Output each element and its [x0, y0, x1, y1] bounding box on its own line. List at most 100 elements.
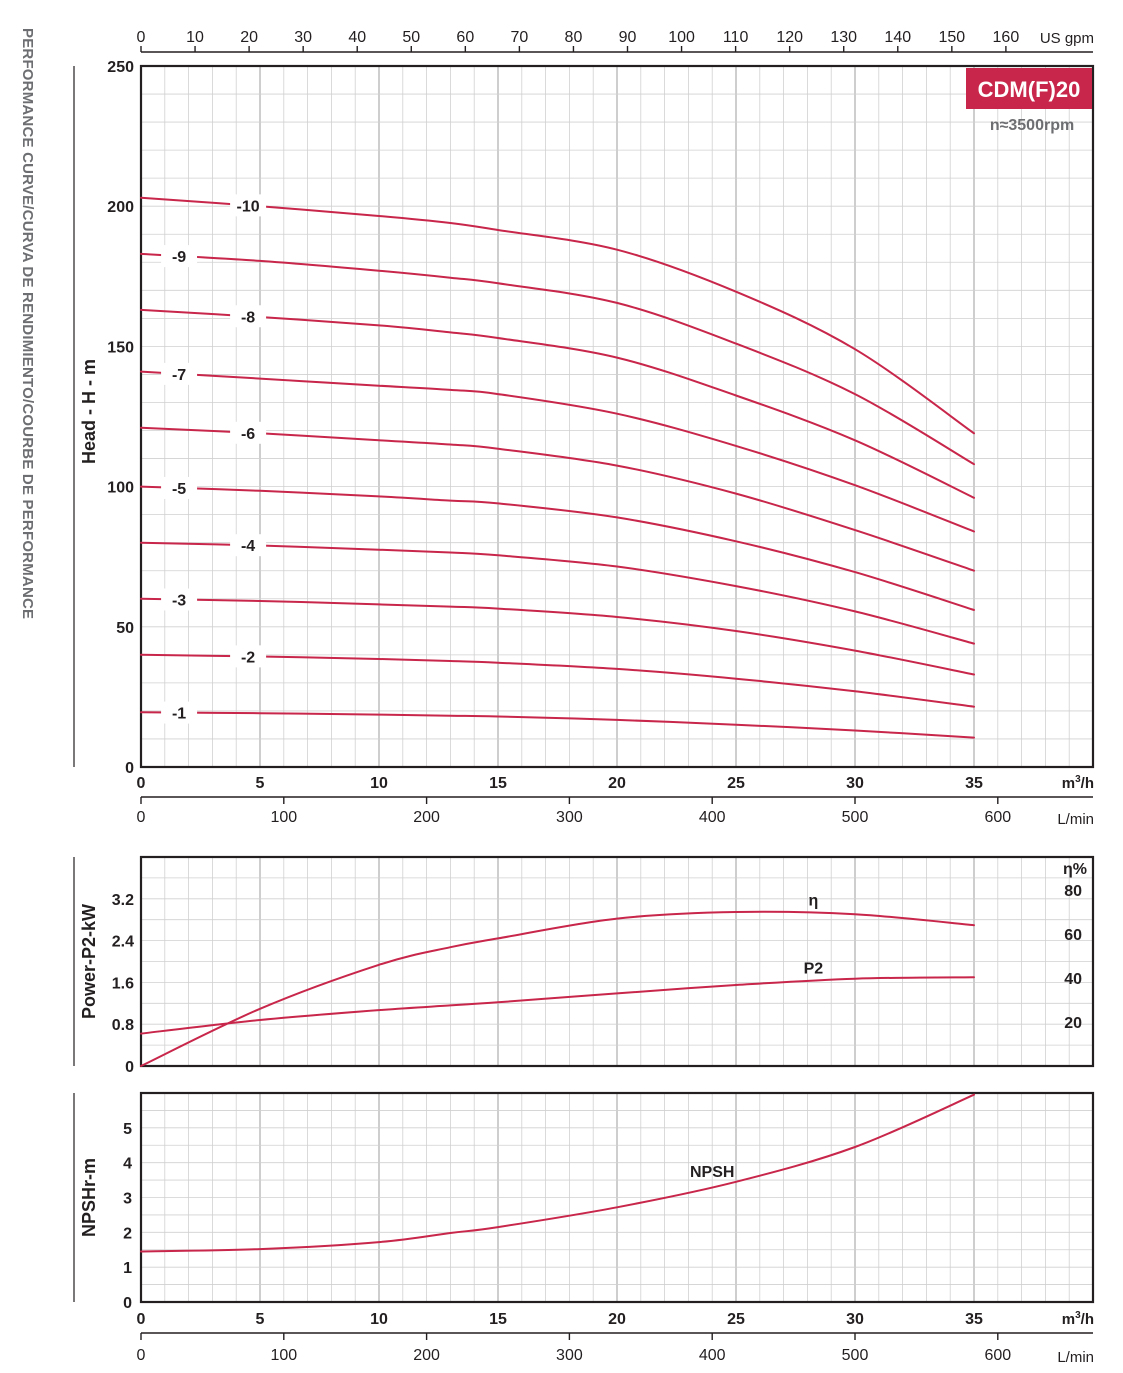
- m3h-tick-label: 35: [965, 1311, 983, 1328]
- usgpm-tick-label: 100: [668, 29, 695, 46]
- usgpm-tick-label: 120: [776, 29, 803, 46]
- usgpm-tick-label: 160: [993, 29, 1020, 46]
- usgpm-tick-label: 90: [619, 29, 637, 46]
- lmin-tick-label: 300: [556, 1347, 583, 1364]
- head-curve-label: -7: [172, 367, 186, 384]
- power-y-tick-label: 0: [125, 1059, 134, 1076]
- lmin-unit-label: L/min: [1057, 1349, 1094, 1366]
- m3h-tick-label: 35: [965, 775, 983, 792]
- model-badge: CDM(F)20: [966, 68, 1092, 109]
- speed-label: n≈3500rpm: [990, 117, 1074, 134]
- m3h-tick-label: 25: [727, 775, 745, 792]
- head-y-tick-label: 100: [107, 480, 134, 497]
- head-curve-stage-2: [140, 653, 975, 708]
- npsh-plot-frame: [139, 1091, 1095, 1304]
- lmin-tick-label: 400: [699, 1347, 726, 1364]
- efficiency-y-tick-label: 20: [1064, 1015, 1082, 1032]
- usgpm-tick-label: 140: [884, 29, 911, 46]
- usgpm-tick-label: 0: [137, 29, 146, 46]
- m3h-tick-label: 10: [370, 1311, 388, 1328]
- npsh-y-tick-label: 2: [123, 1225, 132, 1242]
- m3h-unit-label: m3/h: [1062, 774, 1094, 792]
- power-y-axis-title: Power-P2-kW: [79, 904, 99, 1019]
- side-title: PERFORMANCE CURVE/CURVA DE RENDIMIENTO/C…: [19, 28, 36, 619]
- npsh-y-tick-label: 4: [123, 1156, 132, 1173]
- usgpm-tick-label: 10: [186, 29, 204, 46]
- efficiency-curve: [140, 910, 975, 1067]
- head-curve-label: -2: [241, 649, 255, 666]
- npsh-curve: [140, 1093, 975, 1253]
- power-y-tick-label: 0.8: [112, 1017, 134, 1034]
- lmin-tick-label: 0: [137, 809, 146, 826]
- lmin-tick-label: 200: [413, 809, 440, 826]
- lmin-tick-label: 600: [984, 809, 1011, 826]
- usgpm-axis: 0 10 20 30 40 50 60 70 80 90 100 110 120 130 140 150 160…: [137, 29, 1094, 53]
- usgpm-tick-label: 80: [565, 29, 583, 46]
- head-curve-stage-7: [140, 370, 975, 533]
- lmin-tick-label: 0: [137, 1347, 146, 1364]
- lmin-tick-label: 500: [842, 809, 869, 826]
- head-curve-label-bg: [230, 421, 267, 444]
- npsh-panel: 0 1 2 3 4 5 NPSHr-m NPSH 0 5 10 15 20 25 30 35 m3/h 0 100 2…: [79, 1091, 1095, 1366]
- usgpm-tick-label: 70: [510, 29, 528, 46]
- power-y-tick-label: 1.6: [112, 975, 134, 992]
- head-y-tick-label: 200: [107, 199, 134, 216]
- efficiency-y-tick-label: 60: [1064, 927, 1082, 944]
- npsh-y-tick-label: 1: [123, 1260, 132, 1277]
- npsh-y-axis-title: NPSHr-m: [79, 1158, 99, 1237]
- head-curve-stage-6: [140, 426, 975, 572]
- power-y-tick-label: 2.4: [112, 934, 134, 951]
- npsh-y-tick-label: 5: [123, 1121, 132, 1138]
- lmin-tick-label: 100: [270, 809, 297, 826]
- usgpm-tick-label: 30: [294, 29, 312, 46]
- head-y-tick-label: 250: [107, 59, 134, 76]
- usgpm-tick-label: 130: [830, 29, 857, 46]
- head-curve-label: -5: [172, 481, 186, 498]
- lmin-tick-label: 300: [556, 809, 583, 826]
- efficiency-curve-label: η: [809, 892, 819, 909]
- head-curve-label: -4: [241, 538, 255, 555]
- head-curve-label: -6: [241, 426, 255, 443]
- usgpm-tick-label: 150: [938, 29, 965, 46]
- m3h-tick-label: 25: [727, 1311, 745, 1328]
- efficiency-axis-title: η%: [1063, 861, 1087, 878]
- power-y-tick-label: 3.2: [112, 892, 134, 909]
- head-curve-stage-4: [140, 541, 975, 645]
- power-curve: [140, 976, 975, 1035]
- head-curve-label-bg: [161, 362, 198, 385]
- head-curve-stage-10: [140, 196, 975, 435]
- head-curve-label-bg: [230, 305, 267, 328]
- m3h-tick-label: 15: [489, 1311, 507, 1328]
- head-curve-label-bg: [161, 588, 198, 611]
- npsh-y-tick-label: 0: [123, 1295, 132, 1312]
- m3h-tick-label: 10: [370, 775, 388, 792]
- head-curve-stage-1: [140, 711, 975, 739]
- usgpm-tick-label: 50: [402, 29, 420, 46]
- lmin-tick-label: 600: [984, 1347, 1011, 1364]
- power-panel: 0 0.8 1.6 2.4 3.2 20 40 60 80 η% Power-P2-kW η P2: [79, 855, 1095, 1076]
- head-curve-label-bg: [230, 645, 267, 668]
- head-plot-frame: [139, 64, 1095, 769]
- power-curve-label: P2: [804, 960, 824, 977]
- head-y-tick-label: 0: [125, 760, 134, 777]
- head-curve-stage-3: [140, 597, 975, 676]
- lmin-tick-label: 100: [270, 1347, 297, 1364]
- head-curve-stage-8: [140, 308, 975, 499]
- m3h-tick-label: 30: [846, 775, 864, 792]
- head-curve-label: -3: [172, 592, 186, 609]
- npsh-curve-label: NPSH: [690, 1164, 734, 1181]
- m3h-tick-label: 15: [489, 775, 507, 792]
- m3h-tick-label: 5: [256, 1311, 265, 1328]
- head-curve-stage-5: [140, 485, 975, 611]
- m3h-tick-label: 5: [256, 775, 265, 792]
- head-curve-label-bg: [161, 701, 198, 724]
- head-curve-label-bg: [230, 194, 267, 217]
- efficiency-y-tick-label: 80: [1064, 883, 1082, 900]
- usgpm-tick-label: 110: [723, 29, 749, 46]
- head-curve-label-bg: [230, 534, 267, 557]
- head-y-tick-label: 50: [116, 620, 134, 637]
- m3h-tick-label: 20: [608, 1311, 626, 1328]
- head-curve-label: -1: [172, 706, 186, 723]
- m3h-tick-label: 0: [137, 1311, 146, 1328]
